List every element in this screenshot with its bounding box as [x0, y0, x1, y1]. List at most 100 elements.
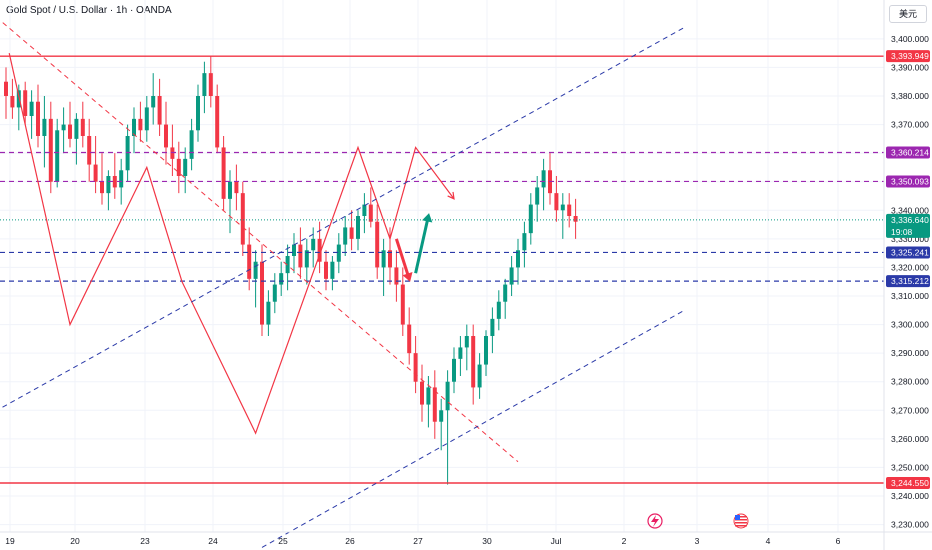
price-tag-bg: [886, 275, 930, 288]
candle-body: [16, 90, 21, 108]
candle-body: [260, 261, 264, 325]
candle-body: [490, 318, 495, 336]
candle-body: [151, 96, 156, 108]
projection-arrowhead: [447, 191, 455, 200]
candle-body: [292, 244, 296, 256]
price-tick-label: 3,250.000: [891, 462, 929, 472]
time-tick-label: 6: [836, 536, 841, 546]
price-tick-label: 3,340.000: [891, 205, 929, 215]
countdown-label: 19:08: [891, 227, 913, 237]
price-tick-label: 3,400.000: [891, 34, 929, 44]
price-tag-current: 3,336.640 19:08: [886, 213, 930, 238]
price-tag-resistance: 3,360.214: [886, 146, 930, 159]
price-tag-bg: [886, 175, 930, 188]
candle-body: [176, 158, 181, 176]
price-tag-bg: [886, 213, 930, 238]
candle-body: [381, 250, 386, 268]
candle-body: [80, 118, 85, 136]
candle-body: [36, 101, 40, 136]
candle-body: [279, 273, 284, 285]
candle-body: [304, 250, 309, 268]
candle-body: [573, 216, 578, 222]
price-tick-label: 3,320.000: [891, 262, 929, 272]
time-tick-label: 19: [5, 536, 15, 546]
candle-body: [23, 90, 28, 116]
candle-body: [170, 147, 175, 159]
candle-body: [464, 336, 469, 348]
candle-body: [247, 244, 252, 279]
price-tick-label: 3,310.000: [891, 291, 929, 301]
candle-body: [388, 250, 392, 268]
candle-body: [375, 221, 380, 268]
us-flag-stripe: [735, 522, 747, 524]
time-tick-label: 2: [622, 536, 627, 546]
lightning-icon: [647, 513, 663, 529]
arrow-up-shaft: [414, 215, 430, 274]
price-axis: 3,230.000 3,240.000 3,250.000 3,260.000 3,27…: [883, 0, 929, 550]
candle-body: [343, 227, 348, 245]
price-tag-bg: [886, 246, 930, 259]
candle-body: [74, 118, 79, 139]
candle-body: [285, 256, 290, 274]
price-tag-support: 3,315.212: [886, 275, 930, 288]
price-tick-label: 3,380.000: [891, 91, 929, 101]
candle-body: [356, 216, 360, 239]
candle-body: [215, 96, 220, 148]
candle-body: [183, 158, 188, 176]
descending-trendline: [0, 19, 519, 463]
grid: [0, 0, 884, 532]
candle-body: [445, 381, 450, 411]
candle-body: [324, 261, 328, 279]
candle-body: [42, 118, 47, 136]
time-tick-label: Jul: [551, 536, 562, 546]
channel-upper-line: [0, 26, 685, 410]
price-tag-label: 3,336.640: [891, 215, 929, 225]
price-tick-label: 3,270.000: [891, 405, 929, 415]
candle-body: [554, 193, 559, 211]
events: [647, 513, 749, 529]
candle-body: [407, 324, 412, 354]
price-tag-extreme: 3,244.550: [886, 477, 930, 489]
price-tick-label: 3,290.000: [891, 348, 929, 358]
candle-body: [221, 147, 226, 199]
us-flag-icon: [733, 513, 749, 529]
candle-body: [55, 130, 60, 182]
candle-body: [138, 118, 143, 131]
time-tick-label: 24: [208, 536, 218, 546]
chart-title: Gold Spot / U.S. Dollar · 1h · OANDA: [6, 5, 172, 16]
candle-body: [164, 124, 168, 148]
candle-body: [202, 73, 207, 96]
price-tag-label: 3,393.949: [891, 51, 929, 61]
candle-body: [362, 204, 367, 216]
price-tag-bg: [886, 146, 930, 159]
zigzag-pattern: [8, 53, 455, 435]
candle-body: [132, 118, 136, 136]
candle-body: [394, 267, 399, 285]
price-tick-label: 3,260.000: [891, 434, 929, 444]
candle-body: [144, 107, 149, 131]
candle-body: [87, 136, 92, 165]
candle-body: [426, 387, 431, 405]
arrow-down-shaft: [394, 238, 411, 280]
candle-body: [119, 170, 124, 188]
price-tag-label: 3,360.214: [891, 148, 929, 158]
candle-body: [541, 170, 546, 188]
candle-body: [336, 244, 341, 262]
arrow-up-head: [422, 213, 433, 223]
currency-button[interactable]: 美元: [889, 5, 927, 23]
price-tag-resistance: 3,350.093: [886, 175, 930, 188]
candle-body: [560, 204, 565, 211]
us-flag-canton: [735, 515, 740, 520]
candle-body: [4, 81, 8, 96]
time-tick-label: 4: [766, 536, 771, 546]
price-tick-label: 3,280.000: [891, 377, 929, 387]
candle-body: [452, 358, 456, 382]
candle-body: [535, 187, 540, 205]
price-tag-label: 3,325.241: [891, 247, 929, 257]
price-tags: 3,393.949 3,360.214 3,350.093 3,336.640 19:0…: [886, 50, 930, 489]
candle-body: [368, 204, 373, 222]
time-tick-label: 30: [482, 536, 492, 546]
price-tick-label: 3,370.000: [891, 120, 929, 130]
candle-body: [253, 261, 258, 279]
